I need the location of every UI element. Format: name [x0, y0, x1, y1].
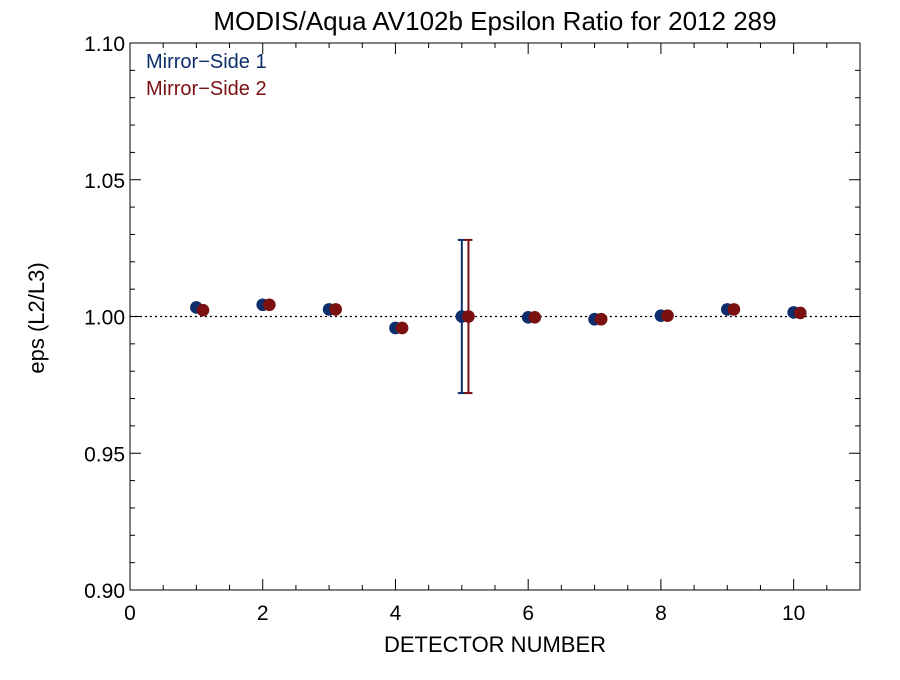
legend-entry-mirror-side-2: Mirror−Side 2: [146, 78, 267, 100]
data-point-mirror-side-2: [196, 303, 210, 317]
data-point-mirror-side-2: [528, 311, 542, 324]
x-axis-label: DETECTOR NUMBER: [384, 632, 606, 657]
data-point-mirror-side-2: [329, 303, 343, 316]
y-tick-label: 1.00: [84, 307, 125, 330]
x-tick-label: 2: [257, 602, 269, 625]
x-tick-label: 10: [782, 602, 805, 625]
data-point-mirror-side-2: [462, 310, 475, 323]
data-point-mirror-side-2: [395, 321, 409, 335]
y-tick-label: 1.10: [84, 33, 125, 56]
data-point-mirror-side-2: [793, 306, 807, 320]
chart-title: MODIS/Aqua AV102b Epsilon Ratio for 2012…: [213, 6, 776, 36]
data-point-mirror-side-2: [727, 303, 741, 316]
legend-entry-mirror-side-1: Mirror−Side 1: [146, 51, 267, 73]
y-tick-label: 0.90: [84, 580, 125, 603]
x-tick-label: 6: [522, 602, 534, 625]
data-point-mirror-side-2: [263, 298, 276, 312]
y-tick-label: 1.05: [84, 170, 125, 193]
plot-layer: 0 2 4 6 8 10 0.90 0.95 1.00 1.05 1.10 Mirror−Side 1…: [84, 33, 861, 625]
y-tick-label: 0.95: [84, 443, 125, 466]
x-tick-label: 0: [124, 602, 136, 625]
data-point-mirror-side-2: [661, 309, 674, 322]
x-tick-label: 4: [390, 602, 402, 625]
y-axis-label: eps (L2/L3): [24, 262, 49, 373]
x-tick-label: 8: [655, 602, 667, 625]
data-point-mirror-side-2: [594, 312, 608, 326]
